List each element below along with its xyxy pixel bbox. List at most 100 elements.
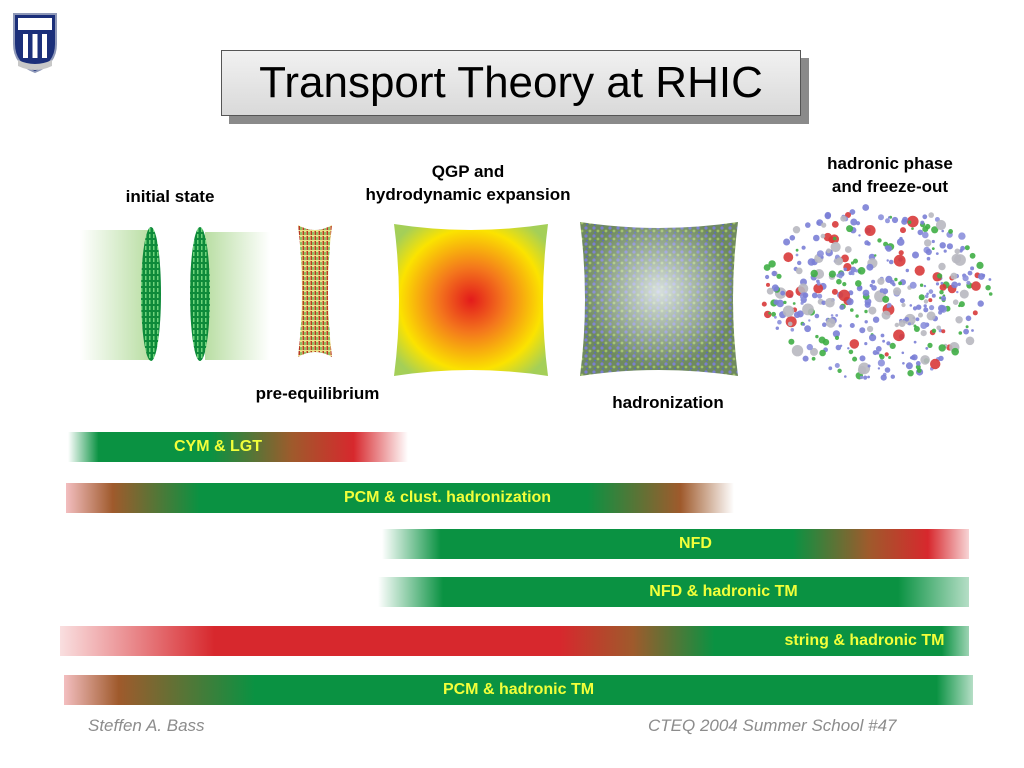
particle bbox=[971, 281, 981, 291]
particle bbox=[926, 311, 936, 321]
hadronization-image bbox=[580, 222, 738, 376]
particle bbox=[816, 281, 821, 286]
particle bbox=[836, 278, 842, 285]
particle bbox=[818, 336, 826, 344]
particle bbox=[898, 281, 902, 286]
particle bbox=[801, 245, 806, 250]
model-bar-nfd-hadronic-tm: NFD & hadronic TM bbox=[378, 577, 969, 607]
particle bbox=[938, 344, 946, 352]
particle bbox=[988, 278, 992, 281]
particle bbox=[922, 231, 929, 239]
particle bbox=[951, 347, 959, 356]
particle bbox=[846, 298, 854, 306]
particle bbox=[862, 289, 870, 297]
particle bbox=[798, 283, 809, 294]
particle bbox=[805, 222, 811, 228]
particle bbox=[954, 248, 961, 255]
particle bbox=[938, 355, 944, 362]
particle bbox=[848, 271, 853, 276]
particle bbox=[850, 266, 857, 273]
particle bbox=[924, 239, 932, 247]
particle bbox=[880, 288, 885, 293]
particle bbox=[792, 302, 796, 305]
particle bbox=[902, 216, 908, 223]
particle bbox=[889, 342, 896, 349]
particle bbox=[957, 282, 961, 286]
particle bbox=[783, 300, 787, 305]
particle bbox=[900, 227, 906, 234]
particle bbox=[938, 304, 946, 313]
particle bbox=[918, 294, 925, 301]
particle bbox=[893, 287, 902, 296]
particle bbox=[956, 290, 959, 294]
particle bbox=[841, 254, 849, 263]
particle bbox=[915, 361, 921, 366]
slide-title: Transport Theory at RHIC bbox=[259, 58, 763, 107]
particle bbox=[936, 325, 941, 331]
particle bbox=[768, 311, 772, 315]
model-bar-pcm-hadronic-tm: PCM & hadronic TM bbox=[64, 675, 973, 705]
particle bbox=[964, 245, 970, 251]
particle bbox=[882, 339, 885, 343]
particle bbox=[878, 214, 884, 221]
particle bbox=[867, 364, 871, 368]
particle bbox=[907, 220, 912, 224]
particle bbox=[790, 328, 795, 332]
particle bbox=[928, 212, 934, 218]
particle bbox=[970, 266, 975, 271]
particle bbox=[774, 286, 779, 292]
particle bbox=[899, 298, 905, 304]
particle bbox=[811, 356, 816, 361]
particle bbox=[849, 339, 860, 349]
particle bbox=[884, 245, 890, 250]
particle bbox=[835, 344, 842, 351]
particle bbox=[920, 355, 930, 365]
particle bbox=[916, 304, 922, 310]
university-crest-logo bbox=[13, 13, 57, 74]
particle bbox=[898, 250, 904, 256]
particle bbox=[907, 215, 919, 228]
particle bbox=[864, 342, 868, 346]
particle bbox=[855, 314, 859, 318]
particle bbox=[954, 254, 966, 266]
particle bbox=[884, 352, 889, 357]
particle bbox=[782, 305, 795, 317]
particle bbox=[898, 320, 906, 327]
particle bbox=[856, 285, 863, 292]
particle bbox=[939, 283, 947, 291]
particle bbox=[777, 319, 782, 325]
footer-author: Steffen A. Bass bbox=[88, 716, 205, 735]
particle bbox=[910, 355, 916, 360]
particle bbox=[835, 314, 839, 317]
particle bbox=[929, 305, 935, 311]
particle bbox=[773, 299, 779, 305]
particle bbox=[766, 287, 774, 295]
particle bbox=[787, 321, 793, 327]
particle bbox=[848, 349, 854, 355]
particle bbox=[867, 375, 870, 379]
particle bbox=[837, 368, 842, 373]
particle bbox=[931, 293, 936, 298]
particle bbox=[822, 322, 827, 327]
particle bbox=[886, 341, 891, 346]
particle bbox=[977, 300, 984, 307]
particle bbox=[826, 318, 836, 328]
particle bbox=[958, 232, 966, 240]
particle bbox=[859, 355, 866, 362]
particle bbox=[857, 365, 867, 375]
particle bbox=[931, 226, 939, 234]
particle bbox=[863, 375, 868, 380]
particle bbox=[894, 277, 898, 282]
particle bbox=[925, 347, 929, 350]
particle bbox=[872, 316, 880, 323]
pre-equilibrium-image bbox=[298, 225, 332, 357]
particle bbox=[959, 289, 969, 299]
particle bbox=[923, 284, 927, 288]
particle bbox=[950, 272, 958, 280]
particle bbox=[832, 236, 837, 241]
particle bbox=[891, 216, 899, 224]
particle bbox=[864, 320, 868, 324]
particle bbox=[939, 290, 944, 295]
particle bbox=[839, 344, 843, 347]
particle bbox=[806, 343, 813, 351]
